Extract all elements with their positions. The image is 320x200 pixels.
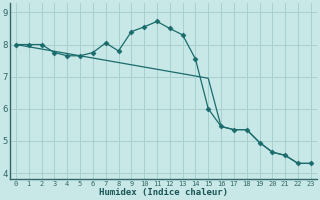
X-axis label: Humidex (Indice chaleur): Humidex (Indice chaleur) [99, 188, 228, 197]
